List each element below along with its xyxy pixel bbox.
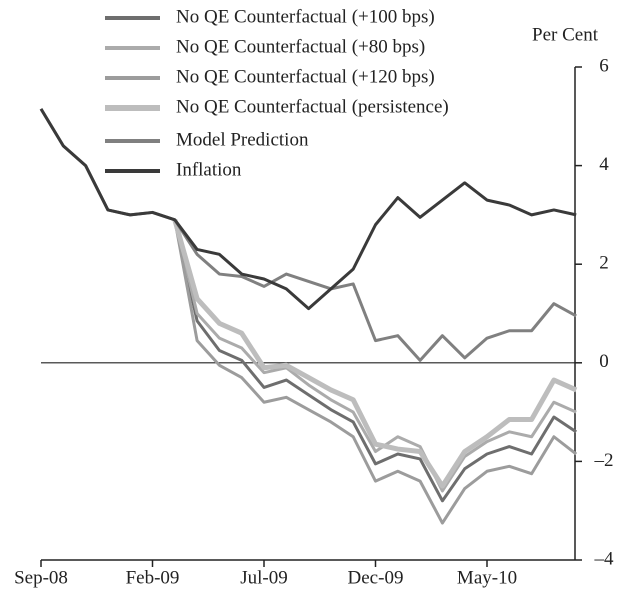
series-line — [39, 108, 577, 362]
y-tick-label: 4 — [599, 154, 609, 175]
y-axis-label: Per Cent — [532, 24, 599, 45]
x-tick-label: Dec-09 — [348, 567, 404, 588]
series-line — [173, 219, 578, 503]
y-tick-label: –2 — [594, 450, 614, 471]
series-line — [173, 219, 578, 525]
x-tick-label: May-10 — [457, 567, 517, 588]
x-tick-label: Sep-08 — [14, 567, 68, 588]
legend-label: No QE Counterfactual (+120 bps) — [176, 66, 435, 87]
series-line — [172, 219, 578, 489]
x-tick-label: Jul-09 — [240, 567, 288, 588]
legend-label: Model Prediction — [176, 129, 309, 150]
y-tick-label: 0 — [599, 351, 609, 372]
y-tick-label: –4 — [594, 548, 615, 569]
x-tick-label: Feb-09 — [126, 567, 180, 588]
y-tick-label: 6 — [599, 55, 609, 76]
legend-label: No QE Counterfactual (+80 bps) — [176, 36, 425, 57]
y-tick-label: 2 — [599, 253, 609, 274]
legend-label: No QE Counterfactual (persistence) — [176, 96, 449, 117]
series-line — [39, 108, 577, 311]
legend-label: No QE Counterfactual (+100 bps) — [176, 6, 435, 27]
series-line — [173, 219, 577, 493]
legend-label: Inflation — [176, 159, 242, 180]
